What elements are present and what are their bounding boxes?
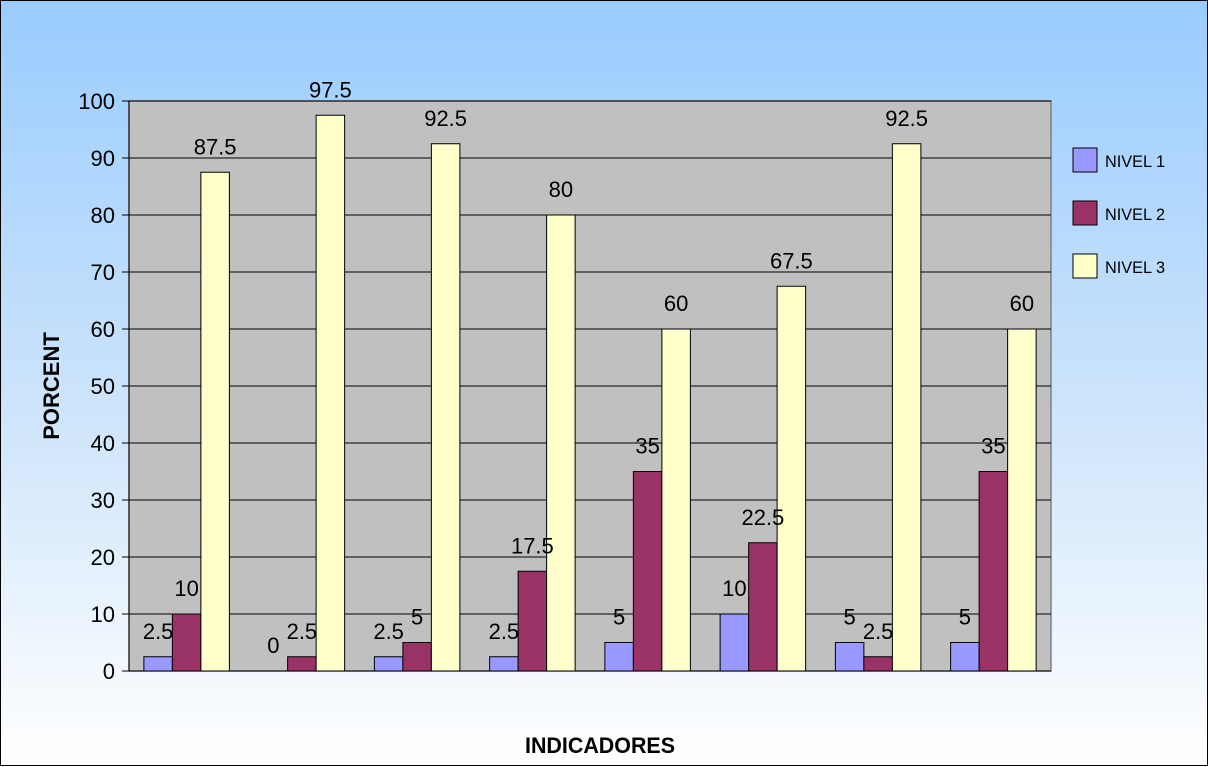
bar bbox=[402, 642, 432, 672]
y-tick-label: 20 bbox=[91, 545, 115, 570]
x-axis-title: INDICADORES bbox=[525, 733, 675, 758]
data-label: 87.5 bbox=[194, 134, 237, 159]
bar bbox=[489, 656, 519, 672]
y-tick-label: 0 bbox=[103, 659, 115, 684]
data-label: 2.5 bbox=[863, 619, 894, 644]
data-labels: 2.51087.502.597.52.5592.52.517.580535601… bbox=[143, 77, 1034, 658]
bar bbox=[950, 642, 980, 672]
bar bbox=[834, 642, 865, 672]
data-label: 35 bbox=[635, 434, 659, 459]
data-label: 10 bbox=[174, 576, 198, 601]
bar bbox=[604, 642, 634, 672]
data-label: 80 bbox=[549, 177, 573, 202]
bar bbox=[748, 542, 778, 672]
y-tick-label: 100 bbox=[78, 89, 115, 114]
data-label: 35 bbox=[981, 434, 1005, 459]
y-tick-label: 10 bbox=[91, 602, 115, 627]
data-label: 2.5 bbox=[489, 619, 520, 644]
data-label: 22.5 bbox=[741, 505, 784, 530]
data-label: 92.5 bbox=[424, 106, 467, 131]
data-label: 5 bbox=[844, 605, 856, 630]
data-label: 0 bbox=[267, 633, 279, 658]
legend-swatch bbox=[1072, 147, 1098, 173]
bar bbox=[200, 171, 230, 672]
bar bbox=[430, 143, 461, 672]
legend-swatch bbox=[1072, 253, 1098, 279]
bar bbox=[891, 143, 922, 672]
data-label: 60 bbox=[664, 291, 688, 316]
bar bbox=[315, 114, 346, 672]
bars bbox=[143, 114, 1037, 672]
data-label: 2.5 bbox=[373, 619, 404, 644]
data-label: 10 bbox=[722, 576, 746, 601]
y-tick-label: 30 bbox=[91, 488, 115, 513]
data-label: 5 bbox=[959, 605, 971, 630]
bar bbox=[287, 656, 317, 672]
y-tick-label: 70 bbox=[91, 260, 115, 285]
bar bbox=[171, 613, 202, 672]
bar bbox=[632, 471, 663, 672]
data-label: 92.5 bbox=[885, 106, 928, 131]
y-tick-label: 60 bbox=[91, 317, 115, 342]
legend-label: NIVEL 2 bbox=[1105, 205, 1165, 224]
y-tick-label: 90 bbox=[91, 146, 115, 171]
y-tick-label: 50 bbox=[91, 374, 115, 399]
data-label: 60 bbox=[1010, 291, 1034, 316]
legend: NIVEL 1 NIVEL 2 NIVEL 3 bbox=[1072, 147, 1165, 279]
legend-label: NIVEL 1 bbox=[1105, 152, 1165, 171]
bar bbox=[1007, 328, 1037, 672]
legend-label: NIVEL 3 bbox=[1105, 258, 1165, 277]
data-label: 5 bbox=[613, 605, 625, 630]
y-axis-ticks: 0 10 20 30 40 50 60 70 80 90 100 bbox=[78, 89, 129, 684]
bar bbox=[143, 656, 173, 672]
legend-swatch bbox=[1072, 200, 1098, 226]
bar bbox=[863, 656, 893, 672]
data-label: 5 bbox=[411, 605, 423, 630]
data-label: 17.5 bbox=[511, 533, 554, 558]
bar bbox=[373, 656, 404, 672]
bar bbox=[776, 285, 807, 672]
bar bbox=[517, 570, 548, 672]
data-label: 97.5 bbox=[309, 77, 352, 102]
bar bbox=[546, 214, 576, 672]
data-label: 2.5 bbox=[287, 619, 318, 644]
bar bbox=[978, 471, 1009, 672]
y-axis-title: PORCENT bbox=[39, 332, 64, 440]
bar bbox=[719, 613, 750, 672]
data-label: 2.5 bbox=[143, 619, 174, 644]
y-tick-label: 80 bbox=[91, 203, 115, 228]
y-tick-label: 40 bbox=[91, 431, 115, 456]
data-label: 67.5 bbox=[770, 248, 813, 273]
bar bbox=[661, 328, 691, 672]
